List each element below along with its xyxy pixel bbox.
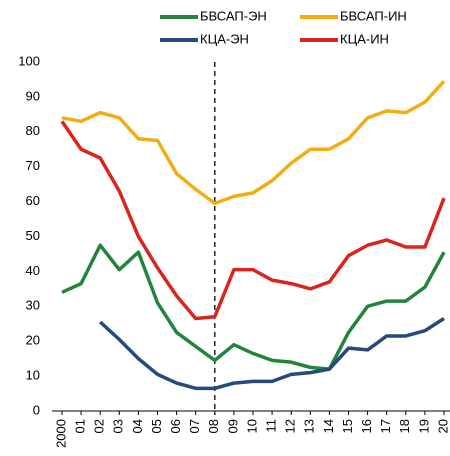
x-tick-label: 04 — [130, 419, 145, 433]
series-line — [61, 80, 446, 206]
x-tick-label: 20 — [435, 419, 450, 433]
x-tick-label: 01 — [73, 419, 88, 433]
y-tick-label: 90 — [26, 88, 40, 103]
legend-label: БВСАП-ЭН — [200, 8, 267, 23]
y-tick-label: 40 — [26, 263, 40, 278]
x-tick-label: 15 — [340, 419, 355, 433]
legend-label: БВСАП-ИН — [340, 8, 407, 23]
x-tick-label: 18 — [397, 419, 412, 433]
x-tick-label: 11 — [264, 419, 279, 433]
y-tick-label: 30 — [26, 298, 40, 313]
series-line — [99, 317, 445, 391]
x-tick-label: 17 — [378, 419, 393, 433]
series-line — [61, 243, 446, 371]
x-tick-label: 10 — [244, 419, 259, 433]
y-tick-label: 50 — [26, 228, 40, 243]
legend-label: КЦА-ЭН — [200, 31, 249, 46]
y-tick-label: 20 — [26, 333, 40, 348]
y-tick-label: 60 — [26, 193, 40, 208]
y-tick-label: 10 — [26, 368, 40, 383]
legend-label: КЦА-ИН — [340, 31, 389, 46]
y-tick-label: 70 — [26, 158, 40, 173]
x-tick-label: 05 — [149, 419, 164, 433]
x-tick-label: 12 — [283, 419, 298, 433]
y-tick-label: 0 — [33, 402, 40, 417]
x-tick-label: 13 — [302, 419, 317, 433]
x-tick-label: 16 — [359, 419, 374, 433]
x-tick-label: 08 — [206, 419, 221, 433]
x-tick-label: 07 — [187, 419, 202, 433]
x-tick-label: 14 — [321, 419, 336, 433]
y-tick-label: 80 — [26, 123, 40, 138]
x-tick-label: 19 — [416, 419, 431, 433]
x-tick-label: 09 — [225, 419, 240, 433]
series-line — [60, 120, 446, 321]
x-tick-label: 02 — [92, 419, 107, 433]
x-tick-label: 2000 — [53, 419, 68, 448]
y-tick-label: 100 — [18, 53, 40, 68]
x-tick-label: 06 — [168, 419, 183, 433]
x-tick-label: 03 — [111, 419, 126, 433]
